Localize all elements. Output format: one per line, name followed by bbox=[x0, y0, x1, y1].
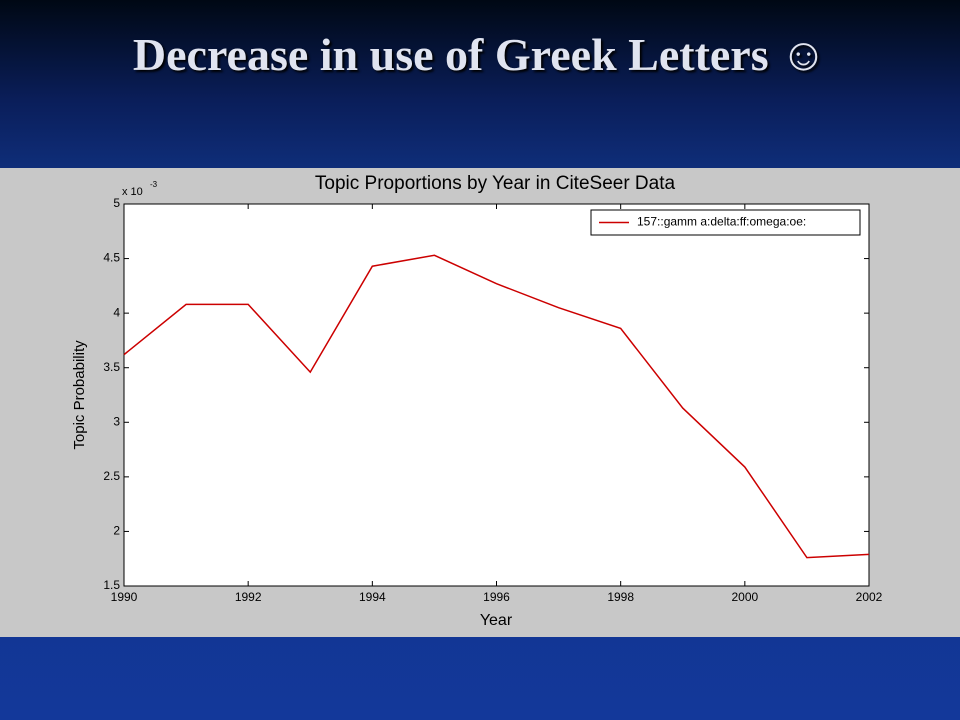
y-tick-label: 4 bbox=[113, 305, 120, 319]
plot-area bbox=[123, 203, 870, 587]
slide-title: Decrease in use of Greek Letters ☺ bbox=[132, 29, 828, 80]
y-axis-label: Topic Probability bbox=[71, 340, 88, 450]
chart: Topic Proportions by Year in CiteSeer Da… bbox=[0, 168, 960, 637]
y-tick-label: 5 bbox=[113, 196, 120, 210]
x-tick-label: 1990 bbox=[111, 590, 138, 604]
y-multiplier: x 10 bbox=[122, 186, 143, 198]
x-axis-label: Year bbox=[480, 612, 513, 629]
x-tick-label: 1992 bbox=[235, 590, 262, 604]
x-tick-label: 2002 bbox=[856, 590, 883, 604]
x-tick-label: 2000 bbox=[731, 590, 758, 604]
legend-label: 157::gamm a:delta:ff:omega:oe: bbox=[637, 215, 806, 229]
y-tick-label: 1.5 bbox=[103, 578, 120, 592]
chart-title: Topic Proportions by Year in CiteSeer Da… bbox=[315, 173, 676, 194]
y-tick-label: 3.5 bbox=[103, 360, 120, 374]
y-multiplier-exponent: -3 bbox=[150, 180, 158, 189]
y-tick-label: 3 bbox=[113, 414, 120, 428]
y-tick-label: 2 bbox=[113, 524, 120, 538]
x-tick-label: 1998 bbox=[607, 590, 634, 604]
y-tick-label: 4.5 bbox=[103, 251, 120, 265]
x-tick-label: 1996 bbox=[483, 590, 510, 604]
x-tick-label: 1994 bbox=[359, 590, 386, 604]
data-line bbox=[123, 254, 870, 559]
legend-box bbox=[590, 209, 861, 236]
y-tick-label: 2.5 bbox=[103, 469, 120, 483]
